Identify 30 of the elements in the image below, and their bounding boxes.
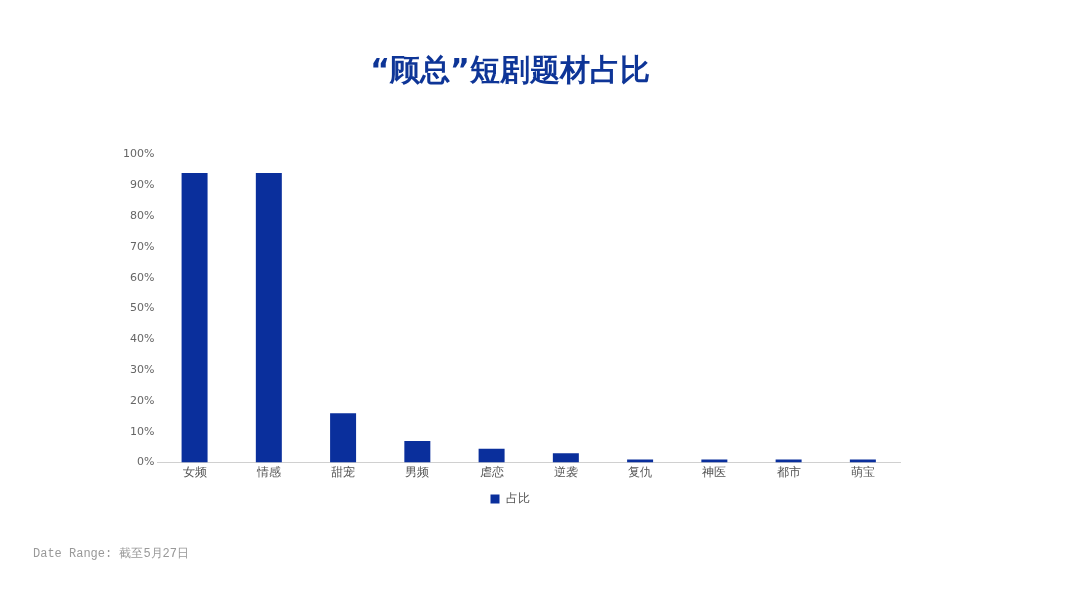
x-tick-label: 复仇 [628, 464, 653, 479]
y-tick-label: 70% [129, 239, 155, 253]
y-tick-label: 90% [129, 178, 155, 192]
x-tick-label: 神医 [702, 464, 727, 479]
x-tick-label: 女频 [182, 464, 207, 479]
x-tick-label: 逆袭 [553, 464, 578, 479]
x-tick-label: 萌宝 [850, 464, 875, 479]
x-tick-label: 甜宠 [331, 464, 356, 479]
bar [404, 441, 431, 463]
y-tick-label: 20% [129, 393, 155, 407]
y-tick-label: 10% [129, 424, 155, 438]
y-tick-label: 60% [129, 270, 155, 284]
y-tick-label: 40% [129, 332, 155, 346]
bar [255, 173, 282, 463]
legend-label: 占比 [505, 491, 530, 506]
y-tick-label: 80% [129, 209, 155, 223]
y-tick-label: 30% [129, 363, 155, 377]
x-tick-label: 虐恋 [479, 464, 504, 479]
x-tick-label: 男频 [405, 464, 430, 479]
bar [478, 448, 505, 463]
bar [181, 173, 208, 463]
x-tick-label: 情感 [255, 464, 281, 479]
x-tick-label: 都市 [776, 464, 801, 479]
y-tick-label: 0% [136, 455, 155, 469]
chart-title: “顾总”短剧题材占比 [369, 51, 651, 89]
text: Date Range: 截至5月27日 [33, 546, 190, 562]
y-tick-label: 50% [129, 301, 155, 315]
bar [552, 453, 579, 463]
y-tick-label: 100% [122, 147, 155, 161]
bar [330, 413, 357, 463]
